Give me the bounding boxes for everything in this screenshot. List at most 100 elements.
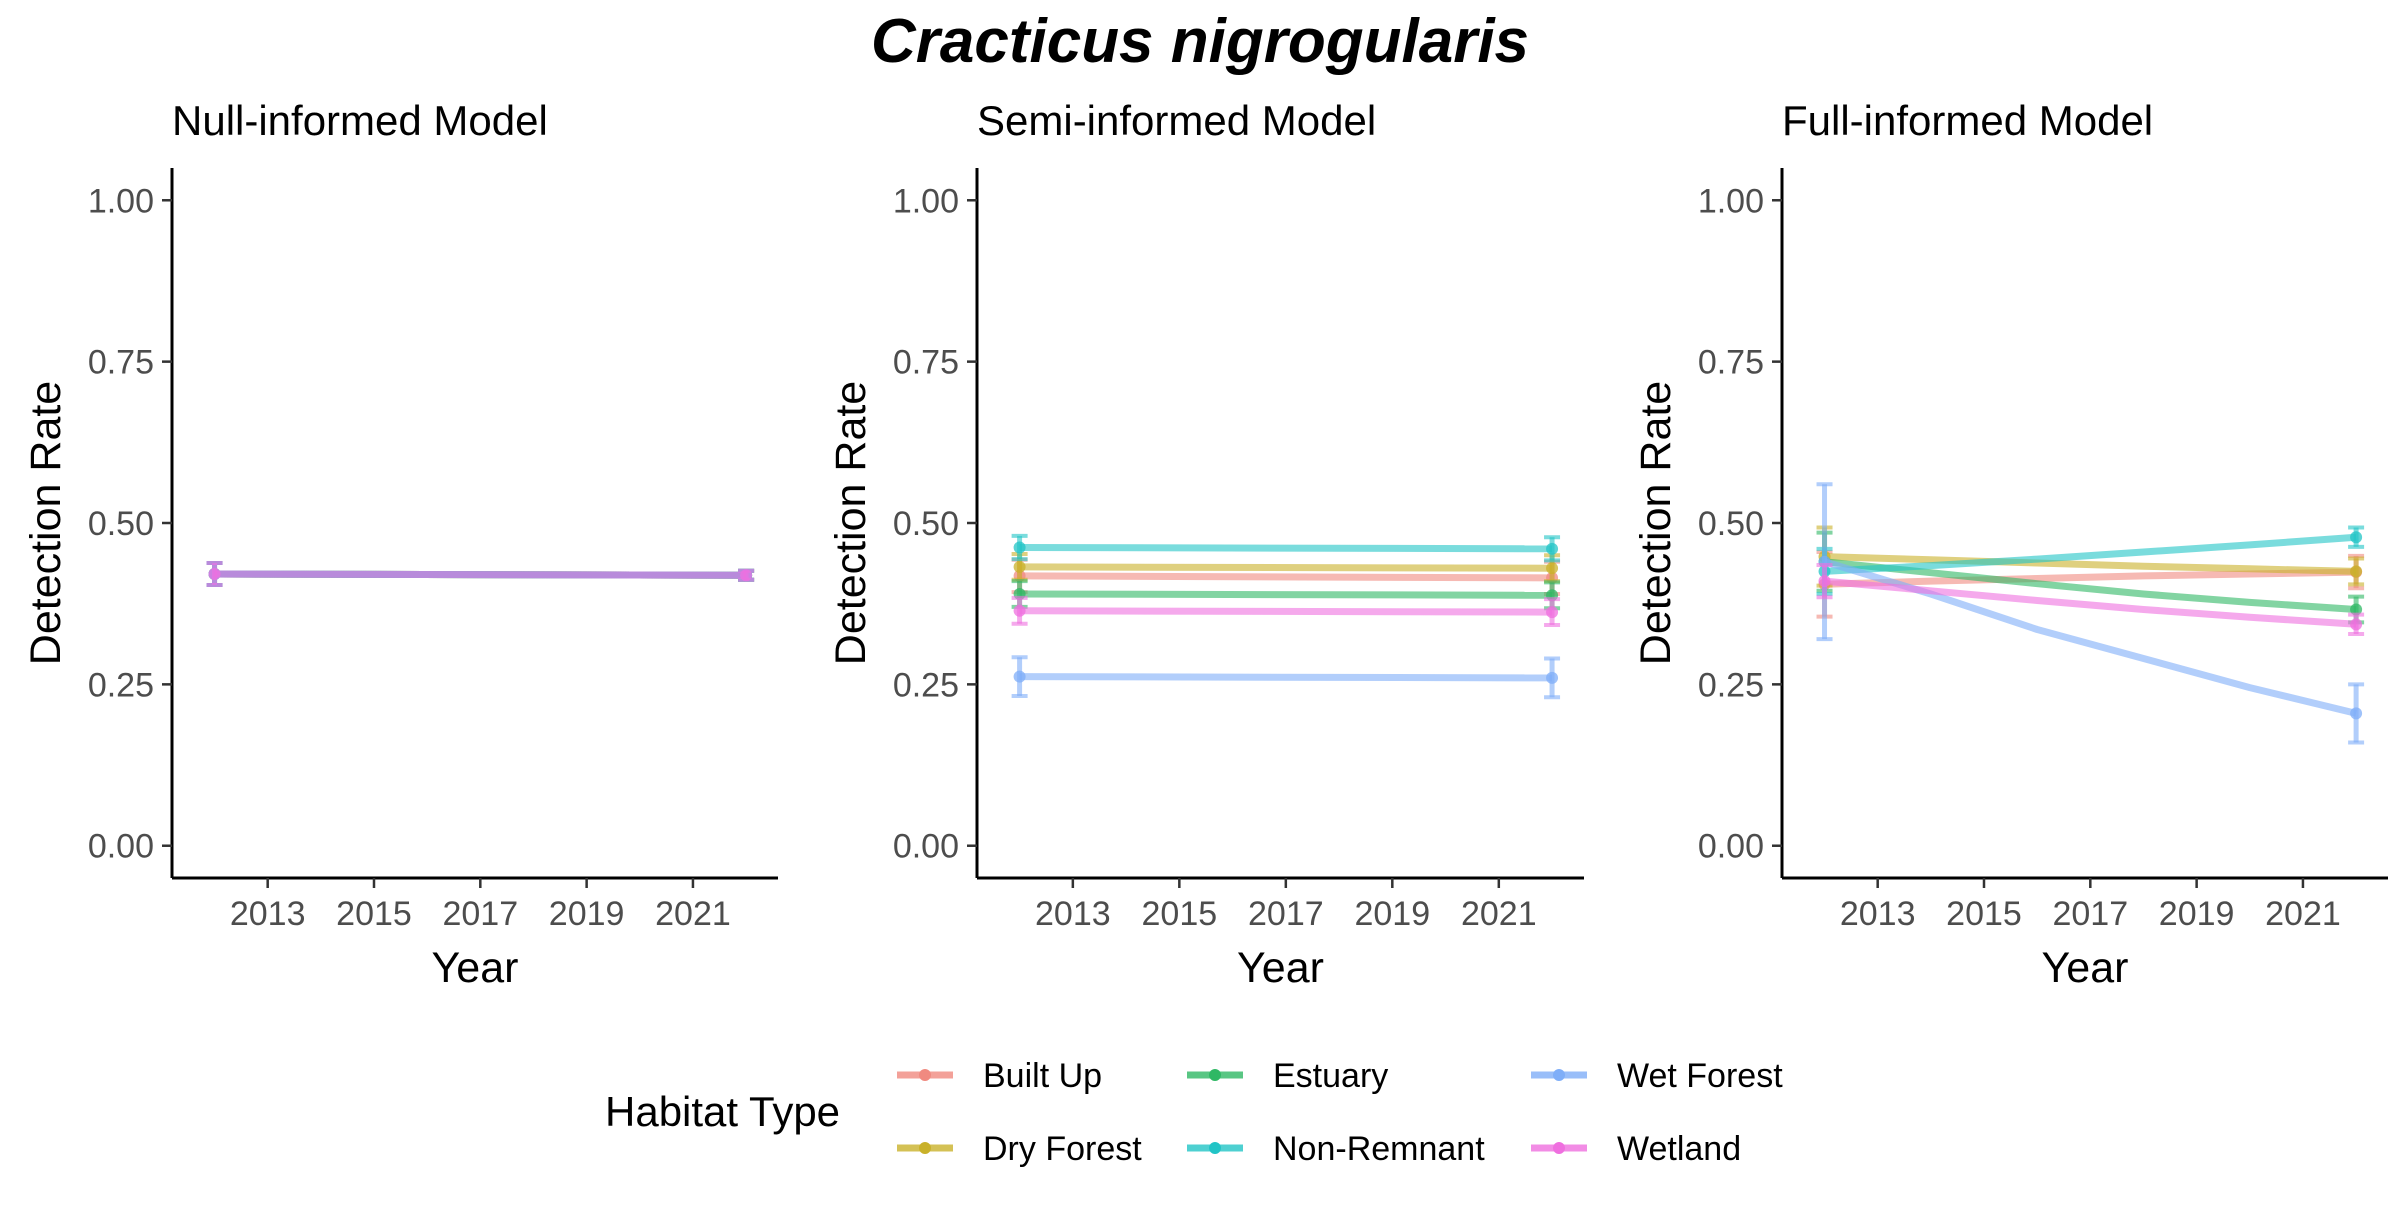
x-tick-label: 2021 <box>2265 895 2341 933</box>
legend-label: Non-Remnant <box>1273 1130 1485 1168</box>
legend-label: Built Up <box>983 1057 1102 1095</box>
y-tick-label: 1.00 <box>893 182 959 220</box>
data-point <box>1013 604 1026 617</box>
y-axis-title: Detection Rate <box>827 381 875 665</box>
series-wetland <box>1011 595 1561 627</box>
series-line <box>1019 673 1553 682</box>
legend-label: Estuary <box>1273 1057 1388 1095</box>
y-tick-label: 0.25 <box>1698 666 1764 704</box>
series-line <box>1823 558 2357 717</box>
figure-title: Cracticus nigrogularis <box>871 7 1529 76</box>
x-tick-label: 2015 <box>336 895 412 933</box>
series-line <box>1824 558 2357 613</box>
data-point <box>1546 606 1559 619</box>
data-point <box>1546 562 1559 575</box>
x-tick-label: 2017 <box>442 895 518 933</box>
data-point <box>2350 618 2363 631</box>
legend-label: Dry Forest <box>983 1130 1142 1168</box>
series-line <box>1019 563 1553 572</box>
y-tick-label: 0.50 <box>893 505 959 543</box>
y-tick-label: 0.25 <box>893 666 959 704</box>
x-axis-title: Year <box>432 944 519 992</box>
series-line <box>1824 568 2357 588</box>
series-wetland <box>1816 562 2365 637</box>
data-point <box>2350 603 2363 616</box>
y-tick-label: 0.75 <box>1698 344 1764 382</box>
x-tick-label: 2015 <box>1946 895 2022 933</box>
x-tick-label: 2013 <box>230 895 306 933</box>
data-point <box>1013 670 1026 683</box>
legend-swatch-point <box>919 1069 931 1081</box>
x-tick-label: 2013 <box>1035 895 1111 933</box>
data-point <box>2350 565 2363 578</box>
series-wet-forest <box>1816 482 2365 745</box>
legend-item-non-remnant: Non-Remnant <box>1187 1130 1485 1168</box>
x-axis-title: Year <box>1237 944 1324 992</box>
legend-item-estuary: Estuary <box>1187 1057 1388 1095</box>
data-point <box>2350 531 2363 544</box>
data-point <box>740 569 753 582</box>
legend-swatch-point <box>1209 1069 1221 1081</box>
legend-item-built-up: Built Up <box>897 1057 1102 1095</box>
y-axis-title: Detection Rate <box>1632 381 1680 665</box>
series-non-remnant <box>1011 533 1561 563</box>
legend-label: Wetland <box>1617 1130 1741 1168</box>
data-point <box>2350 707 2363 720</box>
series-line <box>1019 590 1553 599</box>
legend-item-dry-forest: Dry Forest <box>897 1130 1142 1168</box>
data-point <box>1013 541 1026 554</box>
y-tick-label: 0.50 <box>1698 505 1764 543</box>
panel-title: Full-informed Model <box>1782 97 2153 144</box>
series-line <box>1019 607 1553 616</box>
legend-label: Wet Forest <box>1617 1057 1783 1095</box>
y-tick-label: 0.00 <box>88 828 154 866</box>
series-wet-forest <box>1011 655 1561 700</box>
data-point <box>1546 671 1559 684</box>
legend: Habitat Type Built Up Dry Forest Estuary No… <box>605 1057 1783 1168</box>
series-line <box>1824 533 2357 575</box>
y-tick-label: 1.00 <box>1698 182 1764 220</box>
legend-swatch-point <box>1553 1142 1565 1154</box>
legend-swatch-point <box>1209 1142 1221 1154</box>
series-line <box>1019 544 1553 553</box>
x-tick-label: 2019 <box>1354 895 1430 933</box>
series-line <box>1019 572 1553 582</box>
x-tick-label: 2013 <box>1840 895 1916 933</box>
x-tick-label: 2019 <box>2159 895 2235 933</box>
y-tick-label: 0.00 <box>1698 828 1764 866</box>
y-tick-label: 0.50 <box>88 505 154 543</box>
y-tick-label: 1.00 <box>88 182 154 220</box>
panel-title: Semi-informed Model <box>977 97 1376 144</box>
series-wetland <box>206 561 755 587</box>
y-tick-label: 0.25 <box>88 666 154 704</box>
series-line <box>214 570 747 579</box>
x-tick-label: 2015 <box>1142 895 1218 933</box>
data-point <box>1013 560 1026 573</box>
series-line <box>1824 553 2357 575</box>
y-tick-label: 0.75 <box>893 344 959 382</box>
x-tick-label: 2019 <box>549 895 625 933</box>
panel-null-informed: Null-informed Model 0.00 0.25 0.50 0.75 1.00 2… <box>22 97 778 992</box>
legend-item-wetland: Wetland <box>1531 1130 1741 1168</box>
y-tick-label: 0.00 <box>893 828 959 866</box>
legend-swatch-point <box>1553 1069 1565 1081</box>
x-axis-title: Year <box>2042 944 2129 992</box>
data-point <box>1818 575 1831 588</box>
x-tick-label: 2021 <box>1461 895 1537 933</box>
data-point <box>208 567 221 580</box>
panel-full-informed: Full-informed Model 0.00 0.25 0.50 0.75 1.00 2… <box>1632 97 2388 992</box>
y-axis-title: Detection Rate <box>22 381 70 665</box>
panel-title: Null-informed Model <box>172 97 548 144</box>
series-line <box>1824 577 2357 628</box>
legend-swatch-point <box>919 1142 931 1154</box>
legend-title: Habitat Type <box>605 1088 840 1135</box>
panel-semi-informed: Semi-informed Model 0.00 0.25 0.50 0.75 1.00 2… <box>827 97 1584 992</box>
x-tick-label: 2017 <box>1248 895 1324 933</box>
data-point <box>1546 542 1559 555</box>
x-tick-label: 2017 <box>2052 895 2128 933</box>
legend-item-wet-forest: Wet Forest <box>1531 1057 1783 1095</box>
y-tick-label: 0.75 <box>88 344 154 382</box>
x-tick-label: 2021 <box>655 895 731 933</box>
